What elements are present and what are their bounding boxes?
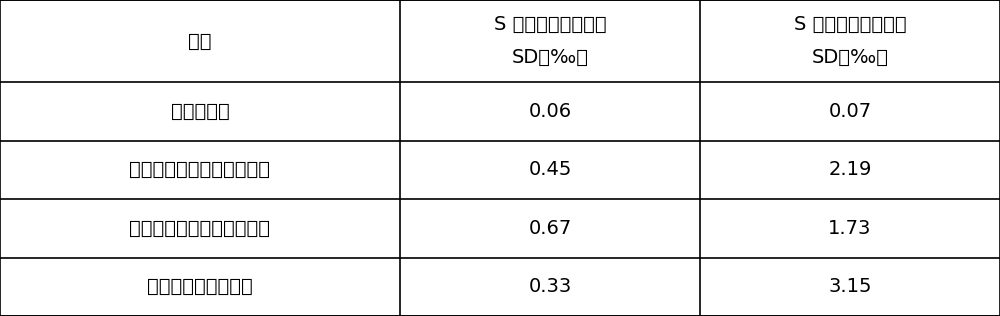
Text: 0.33: 0.33 xyxy=(528,277,572,296)
Text: 3.15: 3.15 xyxy=(828,277,872,296)
Text: 本发明方法: 本发明方法 xyxy=(171,102,229,121)
Text: 0.07: 0.07 xyxy=(828,102,872,121)
Text: 大气: 大气 xyxy=(188,32,212,51)
Text: SD（‰）: SD（‰） xyxy=(512,48,588,67)
Text: S 同位素分析准确性: S 同位素分析准确性 xyxy=(494,15,606,34)
Text: S 同位素分析稳定性: S 同位素分析稳定性 xyxy=(794,15,906,34)
Text: 0.06: 0.06 xyxy=(528,102,572,121)
Text: 2.19: 2.19 xyxy=(828,160,872,179)
Text: 1.73: 1.73 xyxy=(828,219,872,238)
Text: 灯丝和离子源透镜电压过低: 灯丝和离子源透镜电压过低 xyxy=(130,160,270,179)
Text: 0.67: 0.67 xyxy=(528,219,572,238)
Text: SD（‰）: SD（‰） xyxy=(812,48,889,67)
Text: 常规二氧化硫分析法: 常规二氧化硫分析法 xyxy=(147,277,253,296)
Text: 0.45: 0.45 xyxy=(528,160,572,179)
Text: 灯丝和离子源透镜电压过高: 灯丝和离子源透镜电压过高 xyxy=(130,219,270,238)
